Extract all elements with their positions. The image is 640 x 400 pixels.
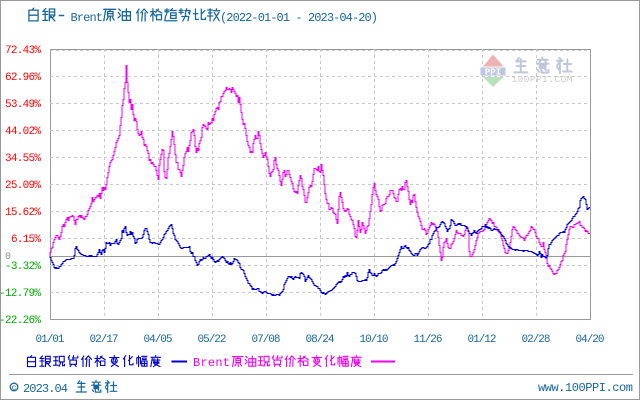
svg-text:PPI: PPI — [485, 68, 501, 78]
svg-text:02/17: 02/17 — [90, 334, 119, 346]
svg-text:02/28: 02/28 — [522, 334, 551, 346]
svg-text:11/26: 11/26 — [414, 334, 443, 346]
svg-text:44.02%: 44.02% — [5, 126, 41, 138]
svg-text:15.62%: 15.62% — [5, 207, 41, 219]
svg-text:34.55%: 34.55% — [5, 153, 41, 165]
svg-text:Brent: Brent — [193, 356, 230, 370]
svg-text:01/12: 01/12 — [468, 334, 497, 346]
svg-text:08/24: 08/24 — [306, 334, 335, 346]
svg-text:6.15%: 6.15% — [11, 234, 41, 246]
svg-text:04/05: 04/05 — [144, 334, 173, 346]
svg-text:-22.26%: -22.26% — [0, 315, 41, 327]
svg-text:c: c — [12, 384, 17, 393]
svg-text:25.09%: 25.09% — [5, 180, 41, 192]
svg-text:2023.04: 2023.04 — [23, 382, 68, 396]
svg-text:01/01: 01/01 — [36, 334, 65, 346]
svg-text:62.96%: 62.96% — [5, 72, 41, 84]
svg-text:www.100PPI.com: www.100PPI.com — [538, 381, 633, 395]
svg-text:0: 0 — [5, 252, 11, 263]
svg-text:10/10: 10/10 — [360, 334, 389, 346]
svg-text:-3.32%: -3.32% — [5, 261, 41, 273]
svg-text:Brent: Brent — [71, 11, 104, 25]
svg-text:72.43%: 72.43% — [5, 45, 41, 57]
svg-text:53.49%: 53.49% — [5, 99, 41, 111]
svg-text:05/22: 05/22 — [198, 334, 227, 346]
svg-text:(2022-01-01 - 2023-04-20): (2022-01-01 - 2023-04-20) — [220, 11, 378, 25]
svg-text:04/20: 04/20 — [576, 334, 605, 346]
svg-text:-12.79%: -12.79% — [0, 288, 41, 300]
svg-text:07/08: 07/08 — [252, 334, 281, 346]
svg-text:100PPI.COM: 100PPI.COM — [512, 74, 573, 85]
